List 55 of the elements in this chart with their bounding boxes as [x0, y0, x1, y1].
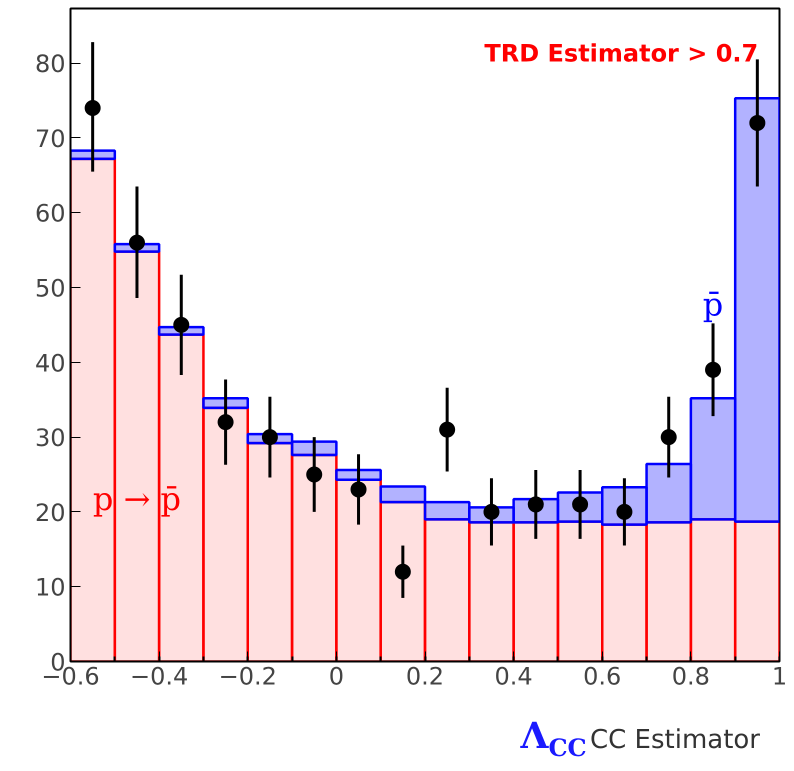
y-tick-label: 20 — [34, 498, 66, 527]
text: Λ$_{CC}$ — [520, 715, 587, 762]
x-tick-label: 0.8 — [672, 662, 710, 690]
point — [128, 234, 145, 251]
point — [660, 429, 677, 446]
bar — [158, 333, 205, 662]
point — [705, 362, 722, 378]
x-axis-title: CC Estimator — [590, 725, 760, 755]
x-tick-label: 0.2 — [406, 662, 444, 690]
bar — [512, 521, 560, 662]
y-tick-label: 70 — [34, 124, 66, 153]
bar — [734, 520, 780, 662]
series-label: p → p̄ — [92, 480, 182, 518]
point — [173, 316, 190, 333]
bar — [335, 468, 382, 481]
y-tick-label: 30 — [34, 424, 66, 452]
bar — [379, 500, 426, 662]
x-tick-label: 0.4 — [494, 662, 533, 690]
bar — [690, 518, 736, 662]
bar — [290, 440, 338, 456]
annotation: TRD Estimator > 0.7 — [484, 39, 758, 68]
point — [262, 429, 278, 446]
point — [218, 414, 234, 430]
bar — [335, 478, 382, 662]
series-label: p̄ — [702, 285, 724, 324]
bar — [424, 518, 471, 662]
bar — [70, 158, 116, 662]
y-tick-label: 80 — [34, 50, 66, 78]
bar — [468, 521, 515, 662]
point — [749, 114, 766, 131]
y-tick-label: 50 — [34, 274, 66, 302]
bar — [114, 250, 160, 662]
bar — [290, 454, 338, 662]
bar — [734, 97, 780, 523]
y-tick-label: 60 — [34, 200, 66, 228]
y-tick-label: 10 — [34, 574, 66, 602]
bar — [202, 406, 249, 662]
point — [306, 466, 322, 482]
x-tick-label: −0.2 — [218, 662, 277, 690]
x-tick-label: −0.4 — [130, 662, 188, 690]
bar — [379, 485, 426, 504]
x-tick-label: 0.6 — [583, 662, 622, 690]
bar — [202, 396, 249, 410]
point — [394, 564, 411, 580]
bar — [645, 521, 692, 662]
point — [350, 481, 367, 498]
bar — [70, 149, 116, 160]
bar — [424, 500, 471, 521]
x-tick-label: 1 — [772, 662, 788, 690]
x-tick-label: 0 — [328, 662, 344, 690]
bar — [690, 396, 736, 521]
point — [84, 100, 101, 116]
y-tick-label: 40 — [34, 349, 66, 378]
point — [439, 422, 456, 438]
bar — [645, 462, 692, 524]
